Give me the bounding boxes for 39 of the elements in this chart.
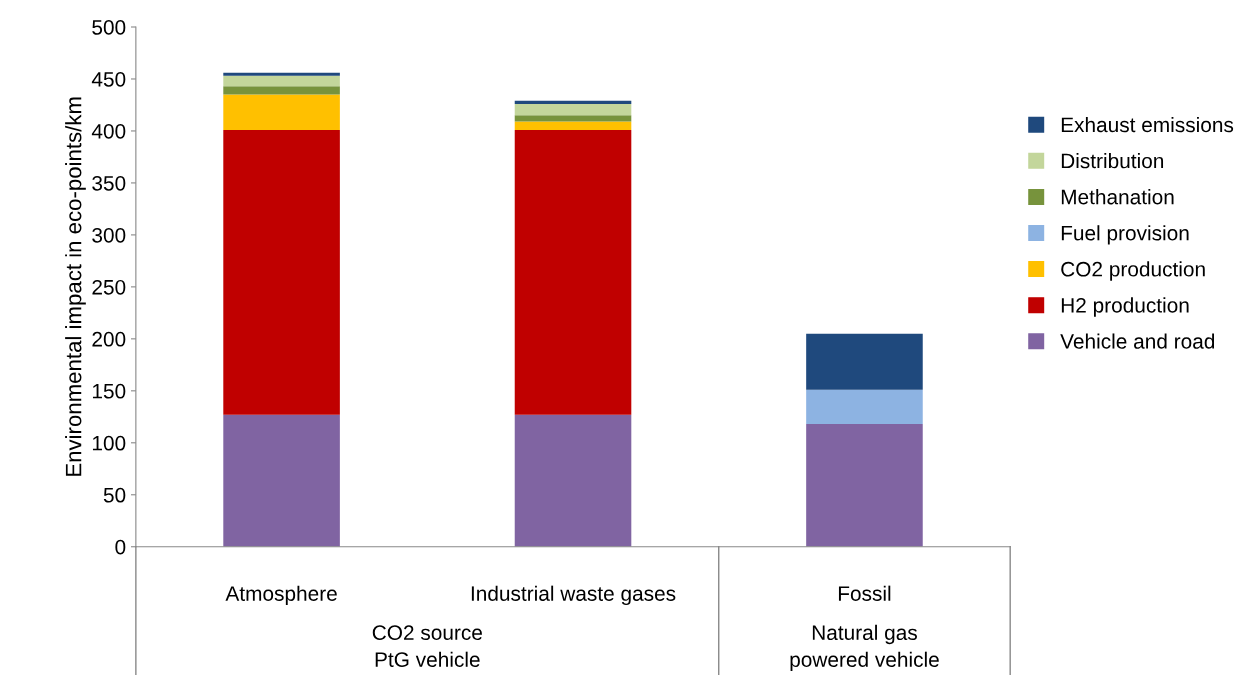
bar [514,103,632,116]
legend-label: Exhaust emissions [1061,116,1234,133]
bar [223,414,340,547]
bar [806,424,923,547]
y-tick-label: 200 [92,331,126,347]
legend-label: CO2 production [1061,261,1205,281]
bar [514,115,632,122]
legend-label: H2 production [1061,297,1189,317]
bar [223,75,340,87]
y-tick-label: 0 [115,539,126,555]
y-tick-label: 400 [91,123,126,139]
bar [223,72,340,76]
legend-label: Vehicle and road [1060,333,1215,349]
bar [514,121,632,130]
y-tick-label: 150 [92,383,126,399]
x-tick-label: Industrial waste gases [471,585,676,606]
y-tick-label: 100 [92,435,126,451]
bar [514,414,632,547]
legend-label: Methanation [1061,189,1174,205]
legend-label: Fuel provision [1061,225,1189,245]
bar [223,129,340,415]
bar [806,333,923,390]
y-tick-label: 350 [92,175,126,191]
bar [514,100,632,104]
y-tick-label: 450 [91,71,126,87]
y-tick-label: 300 [92,227,126,243]
y-tick-label: 50 [103,487,126,503]
text: Natural gas powered vehicle [790,624,939,672]
y-tick-label: 500 [92,20,126,35]
y-tick-label: 250 [92,279,126,295]
y-axis-title: Environmental impact in eco-points/km [65,97,86,476]
x-tick-label: Fossil [838,585,891,601]
x-tick-label: Atmosphere [225,585,337,606]
bar [806,389,923,425]
bar [514,129,632,415]
text: CO2 source PtG vehicle [372,625,482,667]
legend-label: Distribution [1061,153,1164,169]
bar [223,86,340,95]
bar [223,94,340,130]
